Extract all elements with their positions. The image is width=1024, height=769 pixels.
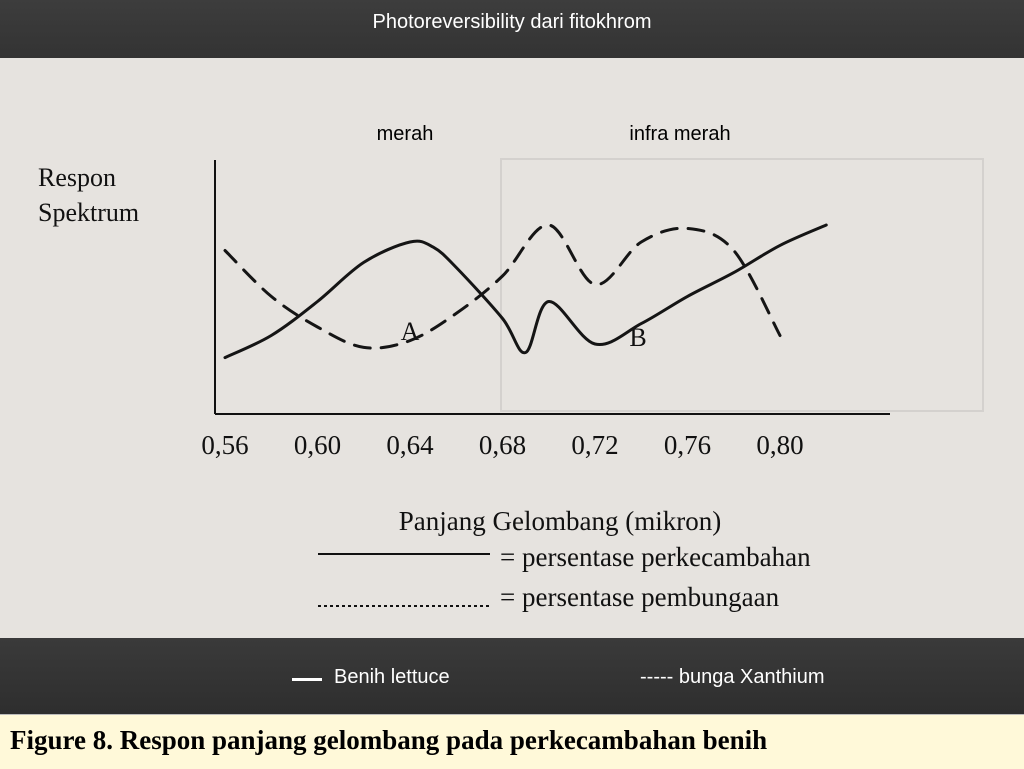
scanned-figure: ​ merah infra merah Respon Spektrum A B …: [0, 58, 1024, 638]
x-tick-label: 0,80: [756, 430, 803, 460]
legend-item-xanthium: ----- bunga Xanthium: [640, 666, 825, 689]
band-label-infra-merah: infra merah: [629, 123, 730, 145]
series-line-pembungaan: [223, 223, 782, 350]
series-line-perkecambahan: [223, 223, 828, 360]
legend-item-lettuce: Benih lettuce: [292, 666, 450, 689]
x-tick-label: 0,60: [294, 430, 341, 460]
series-layer: [223, 223, 828, 360]
legend-entry-pembungaan: = persentase pembungaan: [500, 582, 780, 612]
background-bleed-table: [500, 158, 984, 412]
region-label-b: B: [629, 323, 646, 352]
legend-item-lettuce-label: Benih lettuce: [334, 666, 450, 688]
x-tick-label: 0,64: [386, 430, 434, 460]
x-tick-label: 0,76: [664, 430, 711, 460]
x-axis-label: Panjang Gelombang (mikron): [399, 506, 721, 536]
solid-line-icon: [292, 678, 322, 682]
slide-title: Photoreversibility dari fitokhrom: [372, 11, 652, 33]
x-tick-label: 0,72: [571, 430, 618, 460]
y-axis-label-line2: Spektrum: [38, 198, 139, 227]
chart: merah infra merah Respon Spektrum A B 0,…: [38, 123, 890, 612]
caption-bar: Figure 8. Respon panjang gelombang pada …: [0, 714, 1024, 769]
legend-bar: Benih lettuce ----- bunga Xanthium: [0, 638, 1024, 714]
x-tick-label: 0,56: [201, 430, 248, 460]
x-tick-label: 0,68: [479, 430, 526, 460]
y-axis-label-line1: Respon: [38, 163, 116, 192]
band-label-merah: merah: [377, 123, 434, 145]
legend-entry-perkecambahan: = persentase perkecambahan: [500, 542, 811, 572]
legend-item-xanthium-label: ----- bunga Xanthium: [640, 666, 825, 688]
figure-caption: Figure 8. Respon panjang gelombang pada …: [10, 725, 768, 755]
tick-label-layer: 0,56 0,60 0,64 0,68 0,72 0,76 0,80: [201, 430, 803, 460]
slide-title-bar: Photoreversibility dari fitokhrom: [0, 0, 1024, 58]
